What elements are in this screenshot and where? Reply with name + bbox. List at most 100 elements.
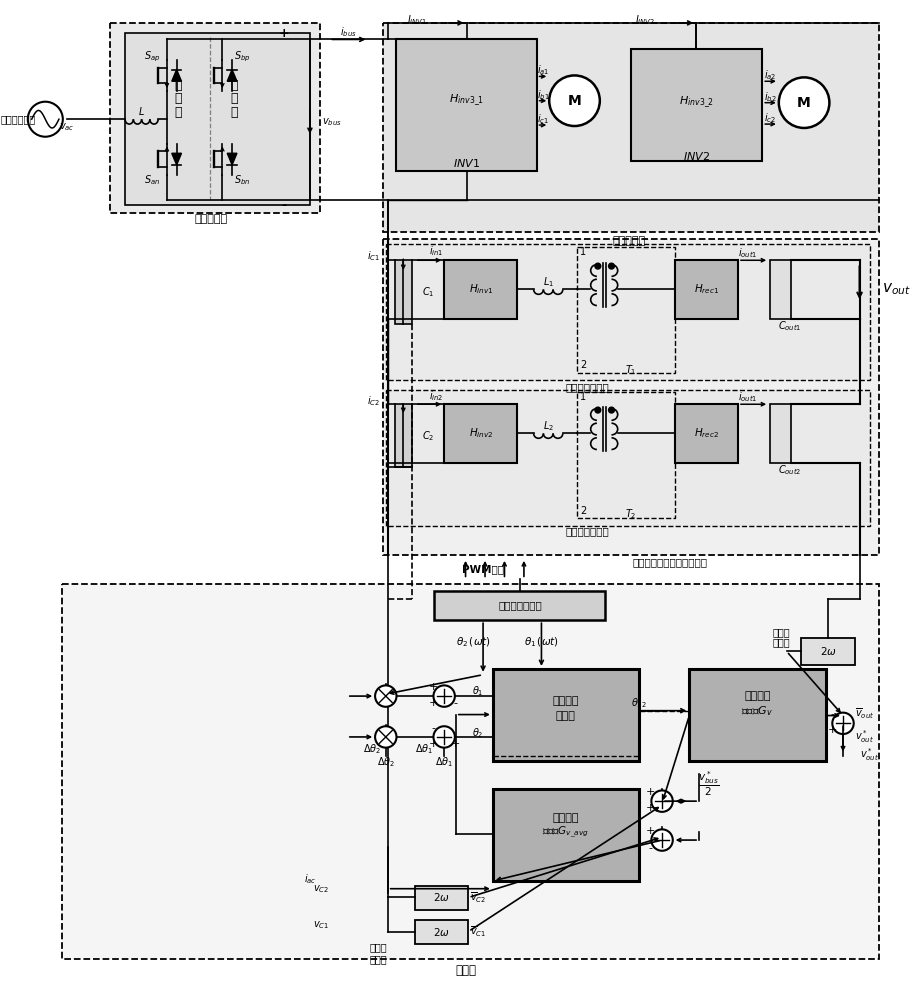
Text: $H_{inv3\_2}$: $H_{inv3\_2}$ <box>678 95 713 110</box>
Text: $i_{ac}$: $i_{ac}$ <box>303 872 316 886</box>
Text: $\Delta\theta_1$: $\Delta\theta_1$ <box>415 743 433 756</box>
Bar <box>769 404 791 463</box>
Text: $\theta_1$: $\theta_1$ <box>472 684 484 698</box>
Text: $i_{c2}$: $i_{c2}$ <box>763 111 775 125</box>
Text: $L$: $L$ <box>138 105 145 117</box>
Text: 模块化双有源桥直流变换器: 模块化双有源桥直流变换器 <box>631 557 707 567</box>
Polygon shape <box>227 153 237 165</box>
Circle shape <box>594 407 600 413</box>
Text: $T_2$: $T_2$ <box>625 507 636 521</box>
Text: +: + <box>645 803 654 813</box>
Text: $i_{C2}$: $i_{C2}$ <box>366 394 380 408</box>
Text: $H_{inv3\_1}$: $H_{inv3\_1}$ <box>448 93 484 108</box>
Text: M: M <box>567 94 580 108</box>
Bar <box>110 23 319 213</box>
Text: 陷波器: 陷波器 <box>772 638 790 648</box>
Bar <box>674 260 737 319</box>
Text: 2: 2 <box>579 360 586 370</box>
Text: $i_{a2}$: $i_{a2}$ <box>763 69 775 82</box>
Text: $C_1$: $C_1$ <box>421 285 434 299</box>
Text: $i_{a1}$: $i_{a1}$ <box>537 64 549 77</box>
Text: $i_{c1}$: $i_{c1}$ <box>537 112 548 126</box>
Text: $\theta_1\,(\omega t)$: $\theta_1\,(\omega t)$ <box>524 636 558 649</box>
Text: $\Delta\theta_2$: $\Delta\theta_2$ <box>363 743 381 756</box>
Text: $H_{inv1}$: $H_{inv1}$ <box>468 283 493 296</box>
Bar <box>577 392 674 518</box>
Text: $i_{b2}$: $i_{b2}$ <box>763 90 775 104</box>
Bar <box>383 239 878 555</box>
Text: $v_{bus}$: $v_{bus}$ <box>322 116 341 128</box>
Text: +: + <box>428 682 437 692</box>
Text: $S_{bn}$: $S_{bn}$ <box>233 174 250 187</box>
Text: 三相逆变器: 三相逆变器 <box>612 236 645 246</box>
Text: $H_{rec1}$: $H_{rec1}$ <box>693 283 719 296</box>
Text: $i_{out1}$: $i_{out1}$ <box>737 247 757 260</box>
Text: +: + <box>451 739 460 749</box>
Text: $S_{ap}$: $S_{ap}$ <box>144 50 160 64</box>
Polygon shape <box>171 153 181 165</box>
Text: 调节器$G_v$: 调节器$G_v$ <box>741 704 773 718</box>
Text: $i_{bus}$: $i_{bus}$ <box>340 25 357 39</box>
Bar <box>415 886 468 910</box>
Text: $I_{INV1}$: $I_{INV1}$ <box>406 13 426 27</box>
Bar <box>394 404 412 467</box>
Circle shape <box>433 726 455 748</box>
Text: $T_1$: $T_1$ <box>624 363 636 377</box>
Text: $2\omega$: $2\omega$ <box>819 645 836 657</box>
Text: $H_{inv2}$: $H_{inv2}$ <box>468 427 493 440</box>
Text: 2: 2 <box>579 506 586 516</box>
Text: $L_2$: $L_2$ <box>542 419 553 433</box>
Text: $i_{out1}$: $i_{out1}$ <box>737 391 757 404</box>
Text: +: + <box>645 787 654 797</box>
Text: 侧: 侧 <box>230 106 238 119</box>
Text: $i_{in2}$: $i_{in2}$ <box>429 390 443 403</box>
Text: $\theta_2$: $\theta_2$ <box>472 726 484 740</box>
Polygon shape <box>171 70 181 81</box>
Bar <box>394 260 412 324</box>
Text: $v_{out}$: $v_{out}$ <box>881 282 910 297</box>
Circle shape <box>778 77 828 128</box>
Bar <box>395 39 536 171</box>
Text: PWM信号: PWM信号 <box>462 565 504 575</box>
Text: 二倍频: 二倍频 <box>772 627 790 637</box>
Bar <box>492 789 638 881</box>
Bar <box>769 260 791 319</box>
Text: +: + <box>645 826 654 836</box>
Bar <box>415 920 468 944</box>
Text: 1: 1 <box>579 392 586 402</box>
Text: $S_{an}$: $S_{an}$ <box>144 174 160 187</box>
Text: 控制信号生成器: 控制信号生成器 <box>497 601 541 611</box>
Text: 流: 流 <box>230 92 238 105</box>
Text: +: + <box>428 698 437 708</box>
Text: $INV2$: $INV2$ <box>681 150 709 162</box>
Bar <box>800 638 854 665</box>
Text: $2\omega$: $2\omega$ <box>433 926 449 938</box>
Text: $\theta_{12}$: $\theta_{12}$ <box>630 696 646 710</box>
Text: 直: 直 <box>230 79 238 92</box>
Text: 输入交流电源: 输入交流电源 <box>0 114 36 124</box>
Text: 控制器: 控制器 <box>455 964 476 977</box>
Bar <box>577 247 674 373</box>
Bar <box>125 33 310 205</box>
Circle shape <box>608 407 614 413</box>
Text: $2\omega$: $2\omega$ <box>433 891 449 903</box>
Text: 第二直流变换器: 第二直流变换器 <box>565 526 609 536</box>
Text: $\dfrac{v_{bus}^*}{2}$: $\dfrac{v_{bus}^*}{2}$ <box>697 770 719 798</box>
Bar <box>385 244 869 380</box>
Bar <box>62 584 878 959</box>
Bar <box>385 390 869 526</box>
Text: 纹波互补: 纹波互补 <box>552 696 578 706</box>
Text: $I_{INV2}$: $I_{INV2}$ <box>635 13 655 27</box>
Polygon shape <box>227 70 237 81</box>
Text: $L_1$: $L_1$ <box>542 275 553 289</box>
Text: $C_{out2}$: $C_{out2}$ <box>777 463 801 477</box>
Text: $H_{rec2}$: $H_{rec2}$ <box>693 427 719 440</box>
Text: -: - <box>454 698 457 708</box>
Text: $\overline{v}_{C2}$: $\overline{v}_{C2}$ <box>470 890 486 905</box>
Text: $C_{out1}$: $C_{out1}$ <box>777 320 801 333</box>
Text: $i_{in1}$: $i_{in1}$ <box>429 245 443 258</box>
Text: 交: 交 <box>175 79 182 92</box>
Text: 1: 1 <box>579 247 586 257</box>
Text: -: - <box>431 723 435 733</box>
Text: -: - <box>281 199 286 212</box>
